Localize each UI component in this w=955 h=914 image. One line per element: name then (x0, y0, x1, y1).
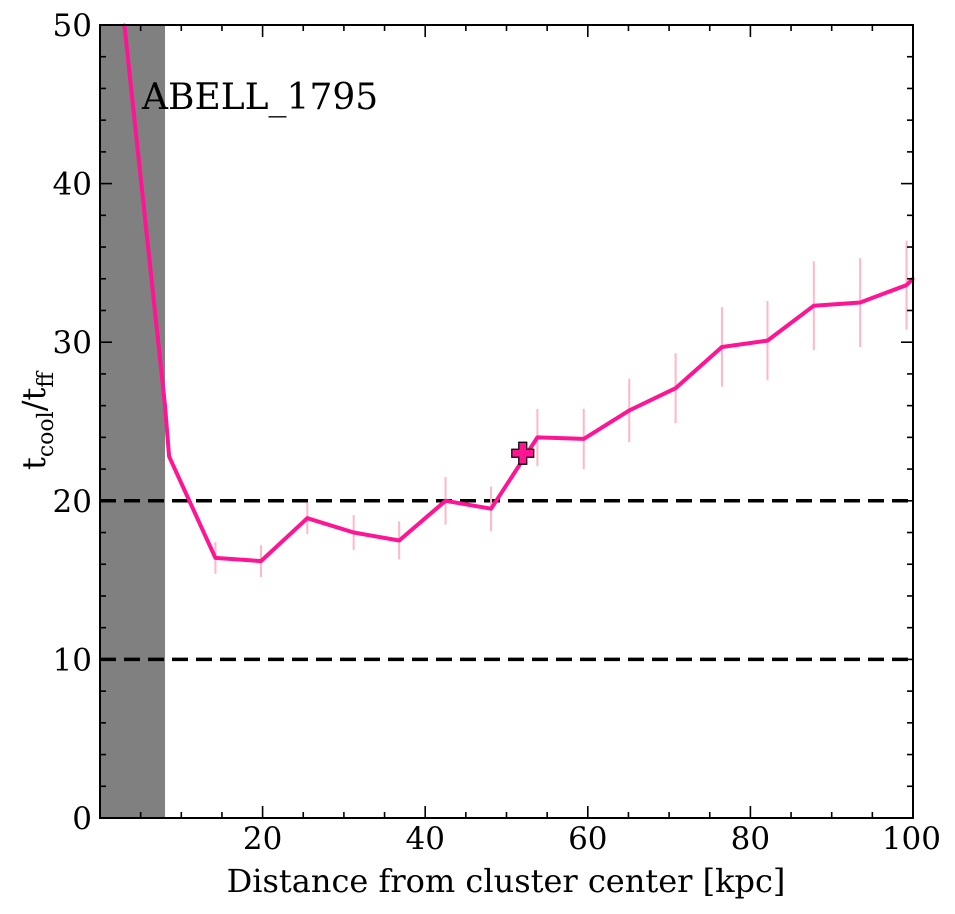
shaded-region-layer (100, 25, 166, 818)
data-point (397, 538, 401, 542)
data-point (167, 454, 171, 458)
plus-marker (511, 441, 535, 465)
data-point (582, 437, 586, 441)
series-line (122, 24, 915, 564)
data-point (444, 499, 448, 503)
marker-layer (511, 441, 535, 465)
x-axis-label: Distance from cluster center [kpc] (227, 862, 786, 900)
x-tick-label: 60 (568, 821, 607, 857)
data-point (627, 408, 631, 412)
data-point (904, 283, 908, 287)
data-point (489, 507, 493, 511)
y-tick-label: 20 (53, 484, 92, 520)
data-point (305, 516, 309, 520)
annotation-label: ABELL_1795 (141, 77, 378, 118)
ticks-layer (99, 24, 914, 819)
y-tick-label: 30 (53, 325, 92, 361)
y-axis-label: tcool/tff (15, 371, 59, 470)
x-tick-label: 40 (405, 821, 444, 857)
data-point (535, 435, 539, 439)
data-point (765, 339, 769, 343)
x-tick-label: 80 (731, 821, 770, 857)
data-point (259, 559, 263, 563)
y-tick-label: 0 (72, 801, 92, 837)
data-point (812, 304, 816, 308)
y-axis-label-t2: t (15, 388, 53, 401)
x-tick-label: 20 (243, 821, 282, 857)
y-axis-label-sub1: cool (34, 411, 59, 457)
data-point (674, 386, 678, 390)
data-point (858, 301, 862, 305)
y-axis-label-slash: / (15, 400, 53, 411)
y-axis-label-t1: t (15, 457, 53, 470)
plot-frame (99, 24, 914, 819)
y-tick-label: 40 (53, 167, 92, 203)
data-point (352, 531, 356, 535)
errorbars-layer (214, 240, 908, 577)
data-point (213, 556, 217, 560)
y-tick-label: 50 (53, 8, 92, 44)
reference-lines-layer (100, 499, 913, 662)
y-axis-label-sub2: ff (34, 371, 59, 388)
shaded-region (100, 25, 166, 818)
tick-labels-layer: 20 40 60 80 100 0 10 20 30 40 50 (53, 8, 941, 857)
data-point (720, 345, 724, 349)
x-tick-label: 100 (882, 821, 941, 857)
data-point (163, 404, 167, 408)
y-tick-label: 10 (53, 642, 92, 678)
